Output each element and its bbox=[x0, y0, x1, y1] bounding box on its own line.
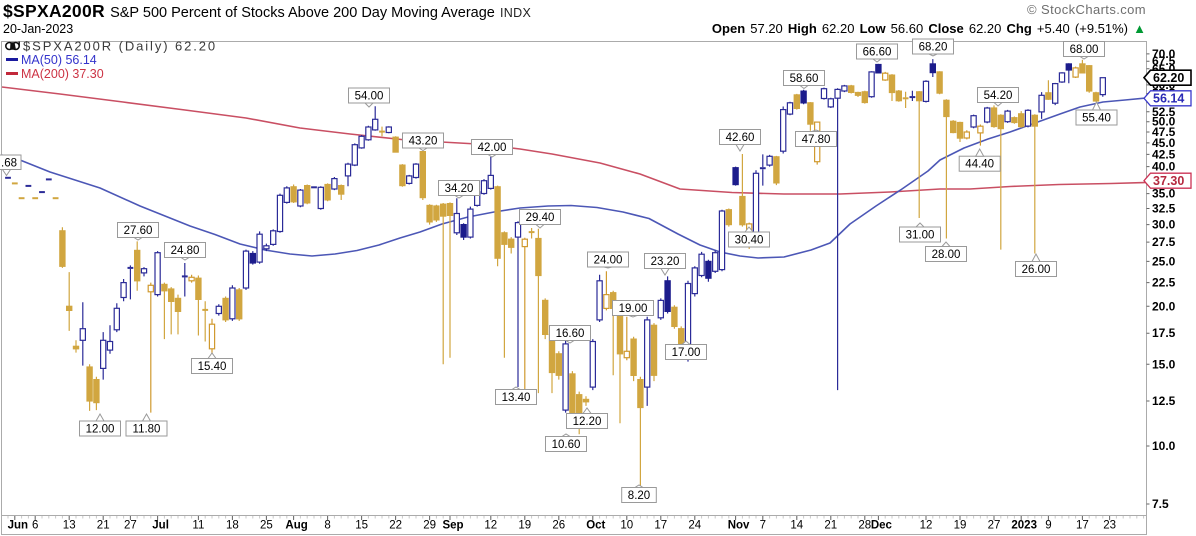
svg-text:24: 24 bbox=[688, 520, 701, 532]
svg-text:19.00: 19.00 bbox=[619, 303, 648, 315]
svg-text:42.60: 42.60 bbox=[726, 132, 755, 144]
svg-text:Oct: Oct bbox=[586, 520, 605, 532]
svg-text:17.5: 17.5 bbox=[1152, 326, 1176, 340]
svg-text:58.60: 58.60 bbox=[790, 73, 819, 85]
svg-text:18: 18 bbox=[226, 520, 239, 532]
svg-text:16.60: 16.60 bbox=[556, 328, 585, 340]
svg-text:32.5: 32.5 bbox=[1152, 202, 1176, 216]
svg-text:20.0: 20.0 bbox=[1152, 299, 1176, 313]
svg-text:Jun: Jun bbox=[8, 520, 28, 532]
svg-text:43.20: 43.20 bbox=[409, 136, 438, 148]
svg-text:12: 12 bbox=[920, 520, 933, 532]
svg-text:44.40: 44.40 bbox=[965, 159, 994, 171]
svg-text:13.40: 13.40 bbox=[502, 392, 531, 404]
svg-text:42.5: 42.5 bbox=[1152, 147, 1176, 161]
svg-text:Nov: Nov bbox=[728, 520, 750, 532]
svg-text:11: 11 bbox=[192, 520, 204, 532]
svg-text:42.00: 42.00 bbox=[478, 142, 507, 154]
svg-text:8: 8 bbox=[324, 520, 330, 532]
svg-text:Jul: Jul bbox=[152, 520, 169, 532]
svg-text:10.60: 10.60 bbox=[552, 439, 581, 451]
svg-text:45.0: 45.0 bbox=[1152, 136, 1176, 150]
svg-text:15.40: 15.40 bbox=[198, 361, 227, 373]
svg-text:50.0: 50.0 bbox=[1152, 115, 1176, 129]
svg-text:54.00: 54.00 bbox=[355, 91, 384, 103]
svg-text:34.20: 34.20 bbox=[445, 183, 474, 195]
svg-text:15.0: 15.0 bbox=[1152, 357, 1176, 371]
svg-text:23: 23 bbox=[1103, 520, 1116, 532]
svg-text:21: 21 bbox=[824, 520, 837, 532]
svg-text:62.20: 62.20 bbox=[1153, 71, 1184, 85]
svg-text:24.80: 24.80 bbox=[171, 245, 200, 257]
svg-text:17: 17 bbox=[654, 520, 667, 532]
svg-text:27.5: 27.5 bbox=[1152, 235, 1176, 249]
svg-text:.68: .68 bbox=[1, 158, 17, 170]
svg-text:26: 26 bbox=[552, 520, 565, 532]
svg-text:MA(50) 56.14: MA(50) 56.14 bbox=[21, 53, 97, 67]
svg-text:30.0: 30.0 bbox=[1152, 218, 1176, 232]
svg-text:54.20: 54.20 bbox=[984, 90, 1013, 102]
svg-text:9: 9 bbox=[1045, 520, 1051, 532]
svg-text:13: 13 bbox=[63, 520, 76, 532]
svg-text:37.30: 37.30 bbox=[1153, 174, 1184, 188]
svg-text:56.14: 56.14 bbox=[1153, 92, 1184, 106]
svg-text:47.5: 47.5 bbox=[1152, 125, 1176, 139]
svg-text:22.5: 22.5 bbox=[1152, 276, 1176, 290]
svg-text:7.5: 7.5 bbox=[1152, 497, 1169, 511]
svg-text:17: 17 bbox=[1076, 520, 1089, 532]
svg-text:10: 10 bbox=[620, 520, 633, 532]
svg-text:25.0: 25.0 bbox=[1152, 254, 1176, 268]
svg-text:MA(200) 37.30: MA(200) 37.30 bbox=[21, 67, 104, 81]
svg-text:12.00: 12.00 bbox=[86, 424, 115, 436]
svg-text:27: 27 bbox=[988, 520, 1001, 532]
svg-text:66.60: 66.60 bbox=[863, 47, 892, 59]
svg-text:25: 25 bbox=[260, 520, 273, 532]
svg-text:19: 19 bbox=[518, 520, 531, 532]
svg-text:31.00: 31.00 bbox=[906, 230, 935, 242]
svg-text:Dec: Dec bbox=[871, 520, 893, 532]
svg-text:12.5: 12.5 bbox=[1152, 394, 1176, 408]
svg-text:68.00: 68.00 bbox=[1070, 44, 1099, 56]
svg-text:35.0: 35.0 bbox=[1152, 187, 1176, 201]
svg-text:52.5: 52.5 bbox=[1152, 105, 1176, 119]
svg-text:10.0: 10.0 bbox=[1152, 439, 1176, 453]
svg-text:15: 15 bbox=[355, 520, 368, 532]
svg-text:11.80: 11.80 bbox=[133, 424, 161, 436]
svg-text:40.0: 40.0 bbox=[1152, 160, 1176, 174]
svg-text:27: 27 bbox=[124, 520, 137, 532]
svg-text:12.20: 12.20 bbox=[573, 416, 602, 428]
svg-text:28: 28 bbox=[858, 520, 871, 532]
svg-text:14: 14 bbox=[790, 520, 803, 532]
svg-text:22: 22 bbox=[389, 520, 402, 532]
svg-text:6: 6 bbox=[32, 520, 38, 532]
svg-text:55.40: 55.40 bbox=[1082, 113, 1111, 125]
svg-text:12: 12 bbox=[484, 520, 497, 532]
svg-text:29.40: 29.40 bbox=[526, 212, 555, 224]
svg-text:Sep: Sep bbox=[442, 520, 463, 532]
svg-text:Aug: Aug bbox=[285, 520, 307, 532]
svg-text:30.40: 30.40 bbox=[735, 235, 764, 247]
svg-text:68.20: 68.20 bbox=[919, 42, 948, 54]
svg-text:2023: 2023 bbox=[1011, 520, 1037, 532]
svg-text:$SPXA200R (Daily) 62.20: $SPXA200R (Daily) 62.20 bbox=[23, 39, 217, 54]
svg-text:7: 7 bbox=[760, 520, 766, 532]
svg-text:70.0: 70.0 bbox=[1152, 47, 1176, 61]
svg-text:29: 29 bbox=[423, 520, 436, 532]
svg-text:47.80: 47.80 bbox=[802, 134, 831, 146]
svg-text:19: 19 bbox=[954, 520, 967, 532]
svg-text:23.20: 23.20 bbox=[651, 256, 680, 268]
svg-text:8.20: 8.20 bbox=[628, 490, 650, 502]
svg-text:28.00: 28.00 bbox=[932, 249, 961, 261]
svg-text:67.5: 67.5 bbox=[1152, 54, 1176, 68]
svg-text:17.00: 17.00 bbox=[672, 347, 701, 359]
svg-text:27.60: 27.60 bbox=[124, 225, 153, 237]
svg-text:26.00: 26.00 bbox=[1022, 264, 1051, 276]
svg-text:24.00: 24.00 bbox=[594, 255, 623, 267]
svg-text:21: 21 bbox=[97, 520, 110, 532]
